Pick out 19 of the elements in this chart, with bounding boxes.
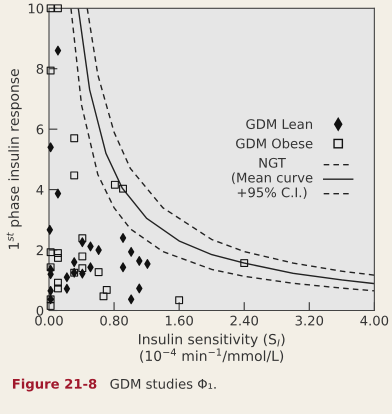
y-tick-label: 4 [36, 185, 44, 195]
legend-label: GDM Lean [246, 119, 312, 130]
text: GDM studies Φ₁. [110, 378, 216, 389]
y-tick-label: 6 [36, 124, 44, 134]
legend-label: GDM Obese [236, 138, 312, 148]
y-axis-title: 1$^{st}$ phase insulin response [6, 69, 22, 249]
x-tick-label: 0.80 [100, 316, 128, 326]
legend-label: NGT (Mean curve +95% C.I.) [232, 158, 312, 199]
y-tick-label: 8 [36, 64, 44, 74]
x-tick-label: 4.00 [360, 316, 388, 326]
y-tick-label: 2 [36, 245, 43, 256]
x-tick-label: 3.20 [296, 316, 324, 326]
text: Insulin sensitivity (S$_{I}$) (10$^{−4}$ min$^{−1}$/mmol/L) [139, 334, 285, 363]
x-tick-label: 2.40 [230, 316, 258, 326]
y-tick-label: 10 [28, 4, 44, 14]
x-tick-label: 0.00 [35, 316, 63, 326]
caption: Figure 21-8 [12, 378, 96, 392]
y-tick-label: 0 [36, 306, 44, 316]
x-tick-label: 1.60 [166, 316, 193, 326]
